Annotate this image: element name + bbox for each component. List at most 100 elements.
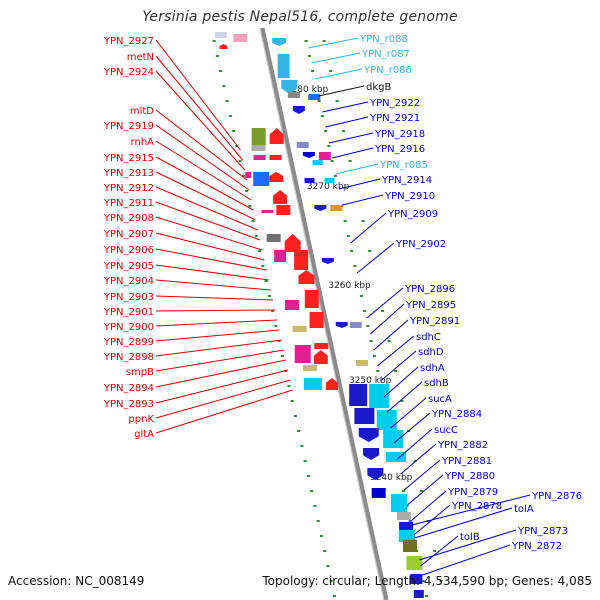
right-gene-label: sdhC: [416, 332, 441, 343]
scale-tick: [333, 175, 337, 177]
right-gene-label: YPN_2918: [374, 129, 425, 140]
scale-tick: [248, 205, 252, 207]
scale-tick: [420, 490, 424, 492]
scale-tick: [225, 100, 229, 102]
scale-tick: [271, 310, 275, 312]
gene-feature: [355, 360, 368, 366]
gene-feature: [253, 155, 266, 160]
scale-tick: [366, 325, 370, 327]
right-gene-label: sucC: [434, 425, 458, 436]
scale-label-bg: [303, 180, 358, 192]
scale-tick: [343, 220, 347, 222]
right-gene-label: sucA: [428, 394, 452, 405]
gene-feature: [308, 94, 321, 100]
right-gene-label: YPN_r087: [361, 49, 410, 60]
left-gene-label: YPN_2912: [103, 183, 154, 194]
scale-tick: [287, 385, 291, 387]
gene-feature: [410, 574, 423, 584]
scale-tick: [274, 325, 278, 327]
gene-arrow: [363, 448, 380, 460]
label-leader: [366, 287, 404, 319]
left-gene-label: mltD: [130, 106, 154, 117]
gene-feature: [349, 322, 362, 328]
label-leader: [350, 212, 387, 244]
scale-tick: [381, 310, 385, 312]
gene-feature: [399, 522, 414, 532]
gene-arrow: [367, 468, 384, 480]
label-leader: [328, 132, 374, 144]
label-leader: [314, 68, 363, 80]
label-leader: [155, 309, 276, 312]
gene-arrow: [302, 152, 315, 158]
gene-feature: [309, 312, 324, 328]
label-leader: [155, 171, 256, 221]
right-gene-label: YPN_2876: [531, 491, 582, 502]
right-gene-label: YPN_2910: [384, 191, 435, 202]
right-gene-label: YPN_2891: [409, 316, 460, 327]
scale-tick: [280, 355, 284, 357]
scale-tick: [400, 400, 404, 402]
label-leader: [410, 490, 447, 522]
gene-feature: [398, 530, 415, 542]
scale-tick: [342, 130, 346, 132]
gene-feature: [396, 512, 411, 520]
scale-tick: [293, 415, 297, 417]
label-leader: [393, 412, 431, 444]
right-gene-label: YPN_r086: [363, 65, 412, 76]
gene-feature: [385, 452, 406, 462]
gene-arrow: [335, 322, 348, 328]
right-gene-label: YPN_2879: [447, 487, 498, 498]
gene-arrow: [219, 44, 228, 49]
scale-tick: [290, 400, 294, 402]
scale-tick: [254, 235, 258, 237]
gene-feature: [251, 128, 266, 146]
scale-tick: [319, 535, 323, 537]
gene-feature: [303, 378, 322, 390]
scale-tick: [215, 55, 219, 57]
gene-feature: [294, 345, 311, 363]
gene-feature: [376, 410, 397, 430]
scale-tick: [322, 40, 326, 42]
scale-tick: [421, 580, 425, 582]
label-leader: [403, 459, 441, 491]
label-leader: [155, 109, 248, 181]
right-gene-label: YPN_2882: [437, 440, 488, 451]
gene-arrow: [284, 234, 301, 252]
label-leader: [155, 140, 252, 201]
label-leader: [386, 381, 423, 413]
label-leader: [155, 349, 284, 372]
gene-feature: [261, 210, 274, 213]
gene-feature: [296, 142, 309, 148]
gene-feature: [292, 326, 307, 332]
scale-label: 3260 kbp: [328, 281, 371, 291]
scale-label: 3240 kbp: [370, 473, 413, 483]
gene-arrow: [298, 270, 315, 284]
scale-tick: [238, 160, 242, 162]
scale-tick: [424, 595, 428, 597]
label-leader: [422, 544, 511, 576]
right-gene-label: sdhA: [420, 363, 445, 374]
left-gene-label: YPN_2899: [103, 337, 154, 348]
genome-summary-text: Topology: circular; Length: 4,534,590 bp…: [262, 574, 592, 588]
scale-tick: [368, 250, 372, 252]
label-leader: [356, 242, 395, 274]
left-gene-label: YPN_2904: [103, 276, 154, 287]
label-leader: [407, 474, 444, 506]
gene-arrow: [314, 205, 327, 211]
label-leader: [155, 319, 278, 327]
left-gene-label: YPN_2924: [103, 67, 154, 78]
scale-tick: [327, 145, 331, 147]
scale-tick: [241, 175, 245, 177]
right-gene-label: sdhD: [418, 347, 444, 358]
scale-tick: [219, 70, 223, 72]
right-gene-label: YPN_r085: [379, 160, 428, 171]
label-leader: [338, 178, 381, 190]
left-gene-label: YPN_2913: [103, 168, 154, 179]
scale-tick: [330, 160, 334, 162]
scale-tick: [348, 160, 352, 162]
left-gene-label: YPN_2907: [103, 229, 154, 240]
label-leader: [155, 359, 287, 388]
scale-tick: [303, 460, 307, 462]
gene-feature: [349, 384, 368, 406]
